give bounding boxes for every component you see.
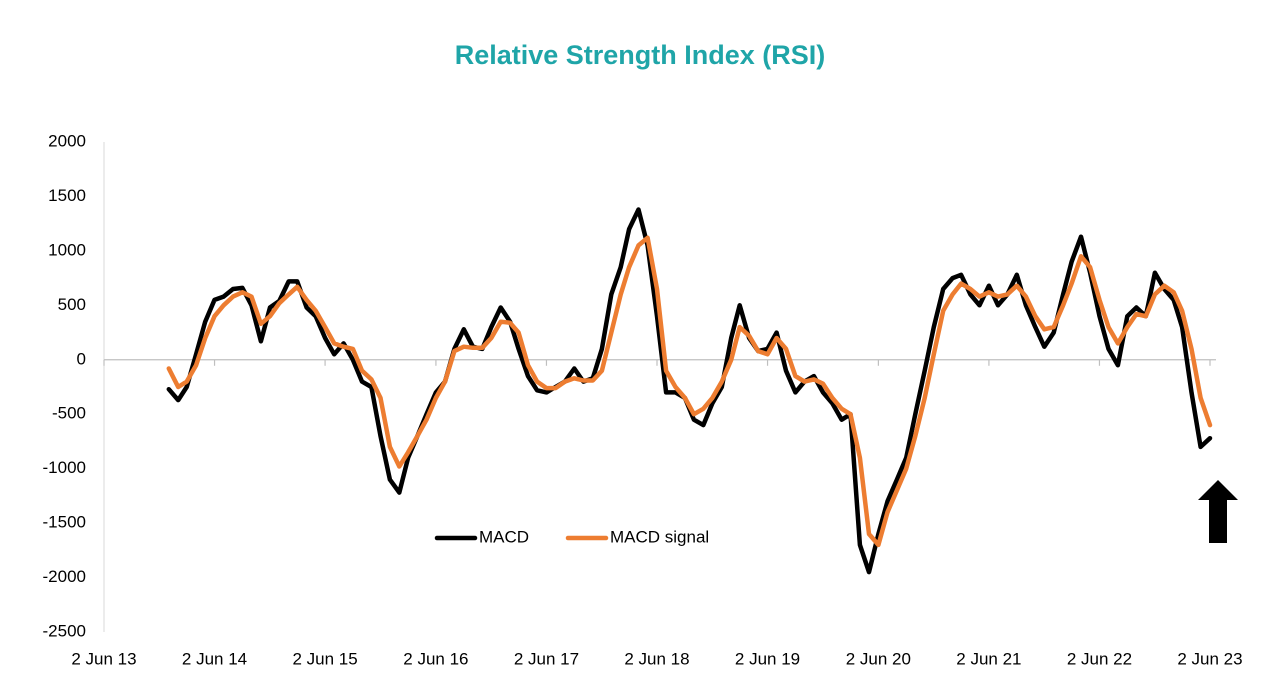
y-tick-label: 0 xyxy=(77,349,86,368)
y-tick-label: -1500 xyxy=(43,513,86,532)
legend-label: MACD xyxy=(479,527,529,546)
chart-title: Relative Strength Index (RSI) xyxy=(455,40,826,70)
x-tick-label: 2 Jun 17 xyxy=(514,649,579,668)
legend-label: MACD signal xyxy=(610,527,709,546)
y-tick-label: -500 xyxy=(52,404,86,423)
y-tick-label: 500 xyxy=(58,295,86,314)
x-tick-label: 2 Jun 18 xyxy=(624,649,689,668)
x-tick-label: 2 Jun 21 xyxy=(956,649,1021,668)
y-tick-label: 2000 xyxy=(48,131,86,150)
y-tick-label: 1500 xyxy=(48,186,86,205)
x-tick-label: 2 Jun 20 xyxy=(846,649,911,668)
arrow-icon xyxy=(1198,480,1238,543)
series-line xyxy=(166,207,1213,575)
y-tick-label: 1000 xyxy=(48,240,86,259)
y-tick-label: -1000 xyxy=(43,458,86,477)
x-tick-label: 2 Jun 15 xyxy=(292,649,357,668)
x-tick-label: 2 Jun 16 xyxy=(403,649,468,668)
x-tick-label: 2 Jun 13 xyxy=(71,649,136,668)
x-tick-label: 2 Jun 19 xyxy=(735,649,800,668)
x-tick-label: 2 Jun 22 xyxy=(1067,649,1132,668)
x-tick-label: 2 Jun 14 xyxy=(182,649,247,668)
x-tick-label: 2 Jun 23 xyxy=(1177,649,1242,668)
y-tick-label: -2000 xyxy=(43,567,86,586)
y-tick-label: -2500 xyxy=(43,621,86,640)
series-line xyxy=(166,235,1213,548)
